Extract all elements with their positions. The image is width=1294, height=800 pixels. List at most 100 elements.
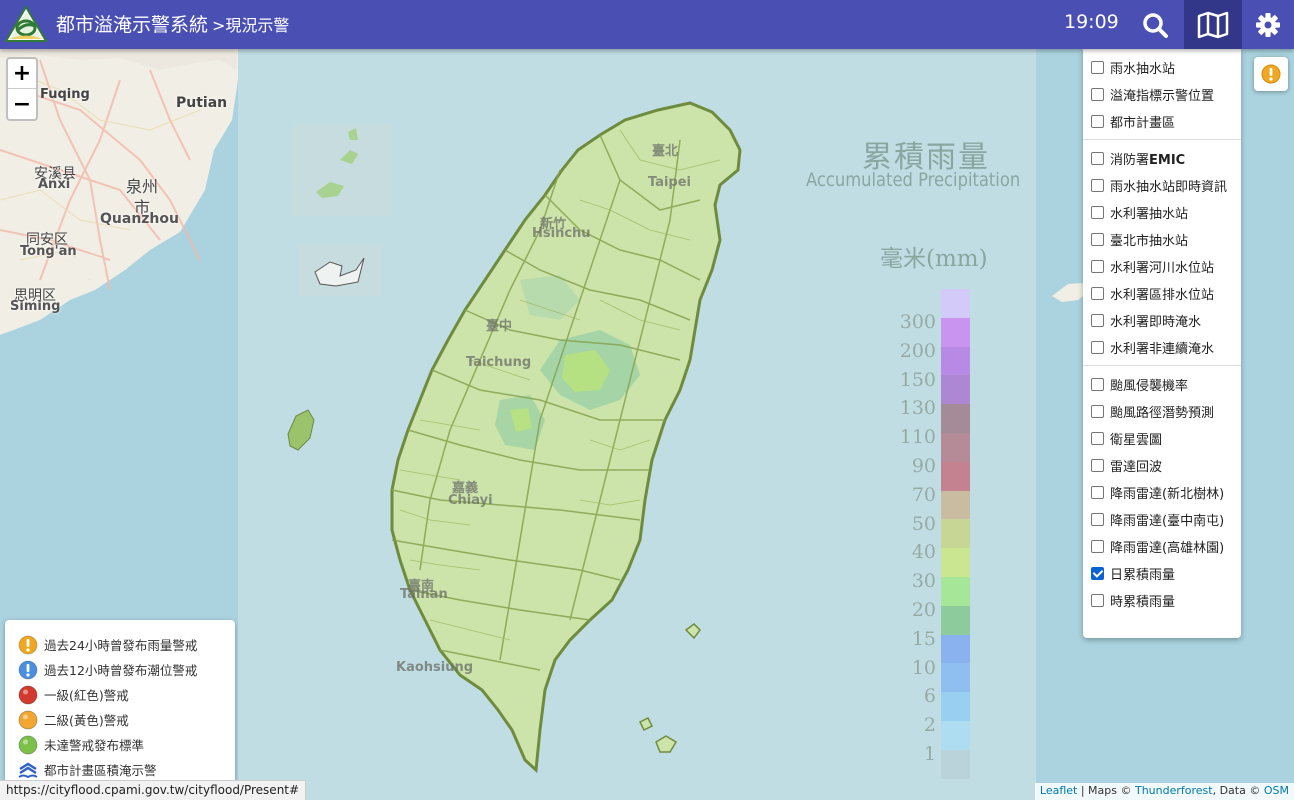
osm-link[interactable]: OSM [1263, 784, 1289, 797]
layer-option[interactable]: 都市計畫區 [1083, 108, 1241, 135]
status-url: https://cityflood.cpami.gov.tw/cityflood… [0, 780, 307, 800]
layer-option[interactable]: 雷達回波 [1083, 452, 1241, 479]
layer-option-label: 臺北市抽水站 [1110, 234, 1189, 249]
layer-checkbox[interactable] [1091, 287, 1104, 300]
layer-checkbox[interactable] [1091, 540, 1104, 553]
overlay-unit: 毫米(mm) [880, 246, 988, 272]
layer-option[interactable]: 降雨雷達(高雄林園) [1083, 533, 1241, 560]
map-label-quanzhou-cn: 泉州 [126, 177, 159, 196]
map-legend: 過去24小時曾發布雨量警戒 過去12小時曾發布潮位警戒 一級(紅色)警戒 二級(黃色)… [5, 620, 235, 782]
green-dot-icon [18, 735, 38, 754]
legend-label: 未達警戒發布標準 [44, 738, 145, 753]
scale-color-segment [941, 346, 970, 376]
scale-color-segment [941, 605, 970, 635]
legend-item: 過去12小時曾發布潮位警戒 [18, 657, 235, 682]
map-layers-button[interactable] [1184, 0, 1242, 49]
scale-color-segment [941, 548, 970, 577]
scale-color-segment [941, 634, 970, 664]
app-header: 都市溢淹示警系統 >現況示警 19:09 [0, 0, 1294, 49]
map-icon [1197, 11, 1229, 38]
layer-option[interactable]: 臺北市抽水站 [1083, 226, 1241, 253]
layer-checkbox[interactable] [1091, 260, 1104, 273]
layer-option[interactable]: 雨水抽水站即時資訊 [1083, 172, 1241, 199]
map-label-tainan-cn: 臺南 [408, 579, 435, 594]
settings-button[interactable] [1242, 0, 1294, 49]
layer-checkbox[interactable] [1091, 88, 1104, 101]
layer-group-weather: 颱風侵襲機率颱風路徑潛勢預測 衛星雲圖 雷達回波 降雨雷達(新北樹林) 降雨雷達(臺中南… [1083, 366, 1241, 618]
layer-option-label: 水利署區排水位站 [1110, 288, 1215, 303]
scale-color-segment [941, 749, 970, 779]
layer-checkbox[interactable] [1091, 567, 1104, 580]
alert-button[interactable] [1254, 57, 1288, 91]
thunderforest-link[interactable]: Thunderforest [1134, 784, 1213, 797]
scale-tick-label: 150 [899, 368, 936, 391]
layer-checkbox[interactable] [1091, 314, 1104, 327]
search-icon [1143, 12, 1168, 38]
layer-option[interactable]: 雨水抽水站 [1083, 54, 1241, 81]
scale-tick-label: 90 [911, 455, 936, 477]
layer-checkbox[interactable] [1091, 179, 1104, 192]
scale-color-segment [941, 663, 970, 693]
zoom-out-button[interactable]: − [12, 91, 32, 117]
exclaim-orange-icon [18, 635, 38, 654]
scale-tick-label: 200 [899, 339, 936, 362]
map-label-tainan: Tainan [400, 587, 448, 602]
leaflet-link[interactable]: Leaflet [1039, 784, 1078, 797]
map-label-jiayi-cn: 嘉義 [452, 481, 479, 496]
layer-checkbox[interactable] [1091, 233, 1104, 246]
overlay-title-zh: 累積雨量 [862, 140, 990, 175]
rainfall-scale-bar [941, 289, 970, 779]
layer-checkbox[interactable] [1091, 341, 1104, 354]
layer-option[interactable]: 溢淹指標示警位置 [1083, 81, 1241, 108]
layer-option-label: 颱風侵襲機率 [1110, 379, 1189, 394]
map-canvas[interactable]: Fuqing Putian 安溪县 Anxi 泉州 市 Quanzhou 同安区… [0, 49, 1294, 800]
zoom-in-button[interactable]: + [8, 59, 36, 89]
layer-checkbox[interactable] [1091, 378, 1104, 391]
map-label-fuqing: Fuqing [40, 87, 90, 102]
scale-tick-label: 6 [923, 685, 936, 708]
layer-option-label: 都市計畫區 [1110, 116, 1176, 131]
layer-option[interactable]: 降雨雷達(新北樹林) [1083, 479, 1241, 506]
map-label-hsinchu: Hsinchu [532, 226, 591, 241]
scale-tick-label: 50 [911, 512, 936, 535]
layer-option[interactable]: 降雨雷達(臺中南屯) [1083, 506, 1241, 533]
layer-option-label: 消防署EMIC [1110, 153, 1186, 168]
layer-checkbox[interactable] [1091, 405, 1104, 418]
layer-checkbox[interactable] [1091, 486, 1104, 499]
legend-label: 過去12小時曾發布潮位警戒 [44, 663, 198, 678]
layer-checkbox[interactable] [1091, 432, 1104, 445]
map-label-chiayi: Chiayi [448, 493, 493, 508]
scale-color-segment [941, 720, 970, 750]
layer-option[interactable]: 水利署河川水位站 [1083, 253, 1241, 280]
layer-checkbox[interactable] [1091, 152, 1104, 165]
layer-option[interactable]: 時累積雨量 [1083, 587, 1241, 614]
layer-checkbox[interactable] [1091, 115, 1104, 128]
layer-option[interactable]: 衛星雲圖 [1083, 425, 1241, 452]
app-logo[interactable] [4, 4, 48, 44]
scale-tick-label: 15 [911, 627, 936, 650]
layer-option[interactable]: 水利署區排水位站 [1083, 280, 1241, 307]
layer-option-label: 時累積雨量 [1110, 595, 1176, 610]
layer-group-base: 雨水抽水站溢淹指標示警位置 都市計畫區 [1083, 49, 1241, 140]
map-label-anxi-cn: 安溪县 [34, 166, 76, 182]
layer-checkbox[interactable] [1091, 206, 1104, 219]
layer-option[interactable]: 水利署抽水站 [1083, 199, 1241, 226]
layer-checkbox[interactable] [1091, 459, 1104, 472]
layer-option-label: 水利署河川水位站 [1110, 261, 1215, 276]
layer-option[interactable]: 水利署非連續淹水 [1083, 334, 1241, 361]
layer-option[interactable]: 颱風侵襲機率 [1083, 371, 1241, 398]
exclaim-orange-icon [1261, 64, 1281, 84]
layer-checkbox[interactable] [1091, 594, 1104, 607]
layer-option[interactable]: 水利署即時淹水 [1083, 307, 1241, 334]
map-label-xinzhu-cn: 新竹 [540, 217, 567, 232]
search-button[interactable] [1128, 0, 1182, 49]
layer-option[interactable]: 消防署EMIC [1083, 145, 1241, 172]
layer-option-label: 溢淹指標示警位置 [1110, 89, 1215, 104]
scale-tick-label: 300 [899, 311, 936, 333]
layer-option[interactable]: 日累積雨量 [1083, 560, 1241, 587]
map-label-quanzhou: Quanzhou [100, 211, 179, 227]
layer-option[interactable]: 颱風路徑潛勢預測 [1083, 398, 1241, 425]
legend-item: 過去24小時曾發布雨量警戒 [18, 632, 235, 657]
layer-checkbox[interactable] [1091, 61, 1104, 74]
layer-checkbox[interactable] [1091, 513, 1104, 526]
